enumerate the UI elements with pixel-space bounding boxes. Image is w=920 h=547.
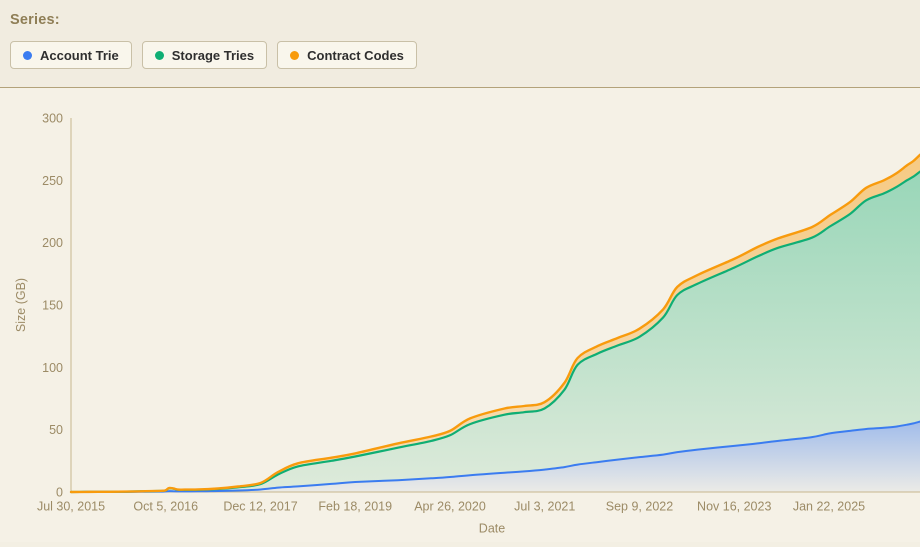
x-tick-label: Oct 5, 2016 <box>133 500 198 514</box>
area-account-trie <box>71 421 920 492</box>
legend-chip-account-trie[interactable]: Account Trie <box>10 41 132 69</box>
x-tick-label: Jan 22, 2025 <box>793 500 865 514</box>
legend: Account Trie Storage Tries Contract Code… <box>10 41 910 69</box>
legend-chip-storage-tries[interactable]: Storage Tries <box>141 41 268 69</box>
y-tick-label: 200 <box>42 236 63 250</box>
y-tick-label: 250 <box>42 174 63 188</box>
y-tick-label: 100 <box>42 361 63 375</box>
y-tick-label: 150 <box>42 299 63 313</box>
y-tick-label: 300 <box>42 112 63 126</box>
account-trie-dot-icon <box>23 50 32 60</box>
y-tick-label: 50 <box>49 423 63 437</box>
y-axis-title: Size (GB) <box>14 278 28 332</box>
storage-tries-dot-icon <box>154 50 164 60</box>
x-axis-title: Date <box>479 522 505 536</box>
series-toolbar: Series: Account Trie Storage Tries Contr… <box>0 0 920 88</box>
legend-label-contract-codes: Contract Codes <box>307 47 404 63</box>
line-account-trie <box>70 420 920 493</box>
x-tick-label: Jul 3, 2021 <box>514 500 575 514</box>
series-label: Series: <box>10 12 60 28</box>
legend-chip-contract-codes[interactable]: Contract Codes <box>277 41 417 69</box>
x-tick-label: Feb 18, 2019 <box>318 500 392 514</box>
x-tick-label: Dec 12, 2017 <box>223 500 297 514</box>
area-storage-tries <box>71 171 920 492</box>
state-size-stacked-area-chart: 0 50 100 150 200 250 300 Jul 30, 2015 Oct 5, 201… <box>14 112 920 536</box>
chart-area: 0 50 100 150 200 250 300 Jul 30, 2015 Oct 5, 201… <box>0 88 920 542</box>
y-tick-label: 0 <box>56 486 63 500</box>
line-contract-codes <box>69 153 920 494</box>
x-tick-label: Sep 9, 2022 <box>606 500 673 514</box>
contract-codes-dot-icon <box>290 50 300 60</box>
x-tick-label: Nov 16, 2023 <box>697 500 771 514</box>
legend-label-storage-tries: Storage Tries <box>171 47 255 63</box>
x-tick-label: Jul 30, 2015 <box>37 500 105 514</box>
legend-label-account-trie: Account Trie <box>40 47 119 63</box>
x-tick-label: Apr 26, 2020 <box>414 500 486 514</box>
